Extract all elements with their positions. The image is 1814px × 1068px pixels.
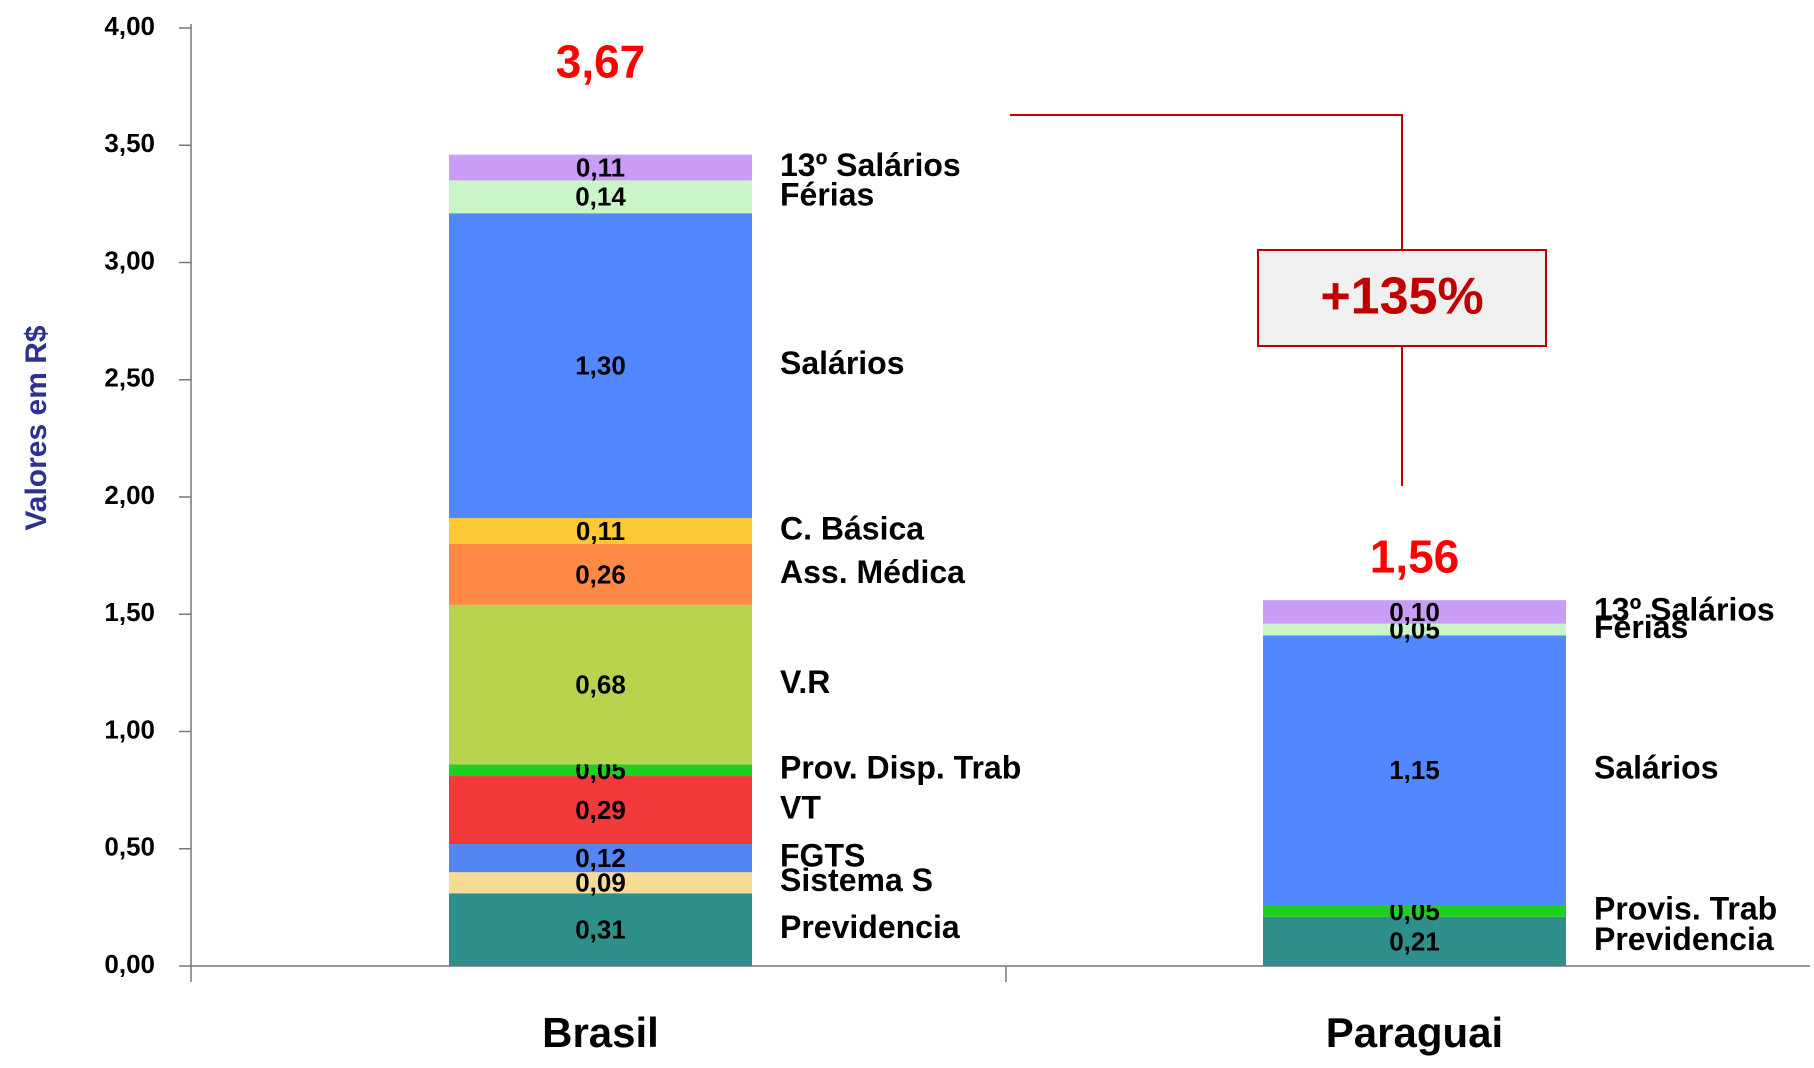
- total-label: 3,67: [556, 36, 646, 88]
- bar-segment: [449, 776, 752, 845]
- y-tick-label: 4,00: [104, 11, 155, 41]
- y-tick-label: 0,50: [104, 832, 155, 862]
- total-label: 1,56: [1370, 530, 1460, 582]
- segment-name: 13º Salários: [780, 147, 961, 183]
- annotation: +135%: [1320, 268, 1483, 326]
- segment-name: Salários: [1594, 750, 1719, 786]
- value-label: 0,26: [575, 559, 626, 589]
- y-tick-label: 1,00: [104, 714, 155, 744]
- bar-segment: [449, 604, 752, 765]
- x-tick-label: Brasil: [542, 1009, 659, 1056]
- value-label: 0,14: [575, 182, 626, 212]
- x-tick-label: Paraguai: [1326, 1009, 1503, 1056]
- bar-segment: [1263, 635, 1566, 906]
- bar-segment: [449, 844, 752, 873]
- value-label: 0,29: [575, 795, 626, 825]
- segment-name: V.R: [780, 664, 830, 700]
- bar-segment: [1263, 623, 1566, 636]
- y-tick-label: 2,50: [104, 363, 155, 393]
- segment-name: VT: [780, 790, 821, 826]
- bar-segment: [449, 764, 752, 777]
- segment-name: Férias: [780, 176, 874, 212]
- segment-name: Previdencia: [780, 909, 960, 945]
- bar-segment: [449, 180, 752, 214]
- segment-name: Férias: [1594, 609, 1688, 645]
- value-label: 0,68: [575, 669, 626, 699]
- bar-segment: [1263, 905, 1566, 917]
- segment-name: Sistema S: [780, 862, 933, 898]
- value-label: 1,30: [575, 351, 626, 381]
- segment-name: FGTS: [780, 838, 865, 874]
- bar-segment: [1263, 600, 1566, 624]
- value-label: 0,09: [575, 868, 626, 898]
- bar-segment: [449, 213, 752, 519]
- bar-segment: [449, 543, 752, 605]
- y-tick-label: 1,50: [104, 597, 155, 627]
- y-tick-label: 3,00: [104, 245, 155, 275]
- segment-name: Salários: [780, 345, 905, 381]
- bar-segment: [449, 872, 752, 894]
- value-label: 0,31: [575, 915, 626, 945]
- segment-name: C. Básica: [780, 510, 924, 546]
- bar-segment: [449, 154, 752, 181]
- annotation-box: [1257, 249, 1547, 347]
- segment-name: Previdencia: [1594, 921, 1774, 957]
- bar-segment: [1263, 916, 1566, 966]
- y-tick-label: 0,00: [104, 949, 155, 979]
- value-label: 1,15: [1389, 755, 1440, 785]
- segment-name: Provis. Trab: [1594, 890, 1777, 926]
- segment-name: 13º Salários: [1594, 591, 1775, 627]
- bar-segment: [449, 893, 752, 966]
- value-label: 0,21: [1389, 926, 1440, 956]
- value-label: 0,10: [1389, 597, 1440, 627]
- value-label: 0,11: [576, 516, 625, 546]
- value-label: 0,11: [576, 152, 625, 182]
- y-tick-label: 3,50: [104, 128, 155, 158]
- y-axis-label: Valores em R$: [20, 325, 53, 530]
- bar-segment: [449, 518, 752, 544]
- segment-name: Ass. Médica: [780, 554, 965, 590]
- value-label: 0,12: [575, 843, 626, 873]
- y-tick-label: 2,00: [104, 480, 155, 510]
- connector: [1010, 114, 1403, 250]
- segment-name: Prov. Disp. Trab: [780, 750, 1021, 786]
